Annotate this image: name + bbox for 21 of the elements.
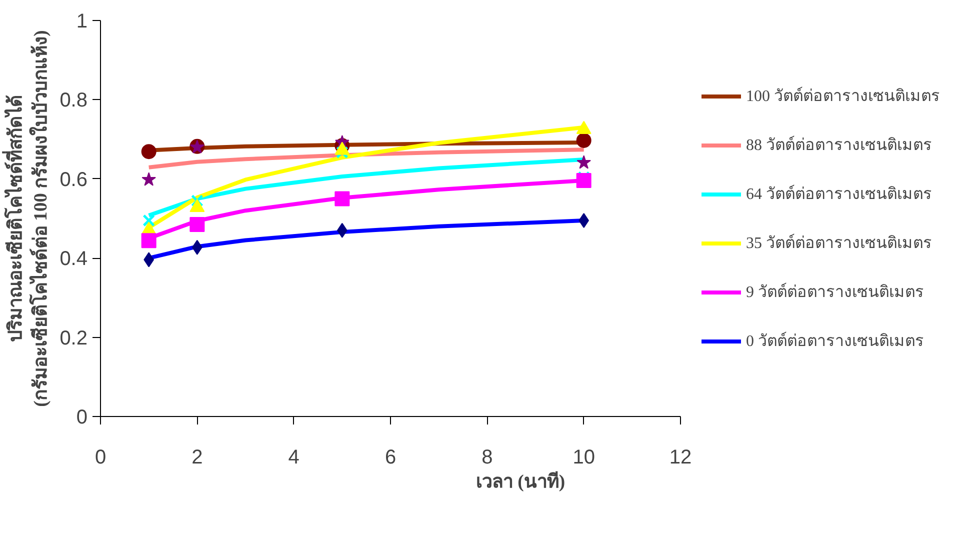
y-tick-label: 0 bbox=[76, 406, 88, 428]
y-tick-label: 0.6 bbox=[60, 168, 88, 191]
legend-label: 88 วัตต์ต่อตารางเซนติเมตร bbox=[746, 134, 932, 156]
y-tick-label: 0.8 bbox=[60, 90, 88, 112]
legend-label: 100 วัตต์ต่อตารางเซนติเมตร bbox=[746, 86, 940, 107]
x-tick-label: 0 bbox=[94, 446, 106, 468]
legend-label: 35 วัตต์ต่อตารางเซนติเมตร bbox=[746, 232, 932, 254]
x-tick-label: 4 bbox=[288, 446, 300, 468]
y-axis-title: ปริมาณอะเซียติโคไซด์ที่สกัดได้ (กรัมอะเซียติโคไซด์ต่อ 100 กรัมผงใบบัวบกแห้ง) bbox=[1, 30, 52, 407]
x-tick-label: 8 bbox=[482, 446, 493, 468]
y-tick-label: 1 bbox=[76, 10, 88, 32]
x-axis-title: เวลา (นาที) bbox=[476, 470, 566, 492]
legend-label: 0 วัตต์ต่อตารางเซนติเมตร bbox=[746, 330, 924, 352]
legend-label: 64 วัตต์ต่อตารางเซนติเมตร bbox=[746, 184, 932, 205]
legend-label: 9 วัตต์ต่อตารางเซนติเมตร bbox=[746, 282, 924, 303]
x-tick-label: 10 bbox=[572, 446, 595, 468]
x-tick-label: 6 bbox=[384, 446, 396, 468]
x-tick-label: 2 bbox=[192, 446, 203, 468]
x-tick-label: 12 bbox=[669, 446, 692, 468]
y-tick-label: 0.2 bbox=[60, 327, 88, 350]
y-tick-label: 0.4 bbox=[60, 248, 88, 270]
